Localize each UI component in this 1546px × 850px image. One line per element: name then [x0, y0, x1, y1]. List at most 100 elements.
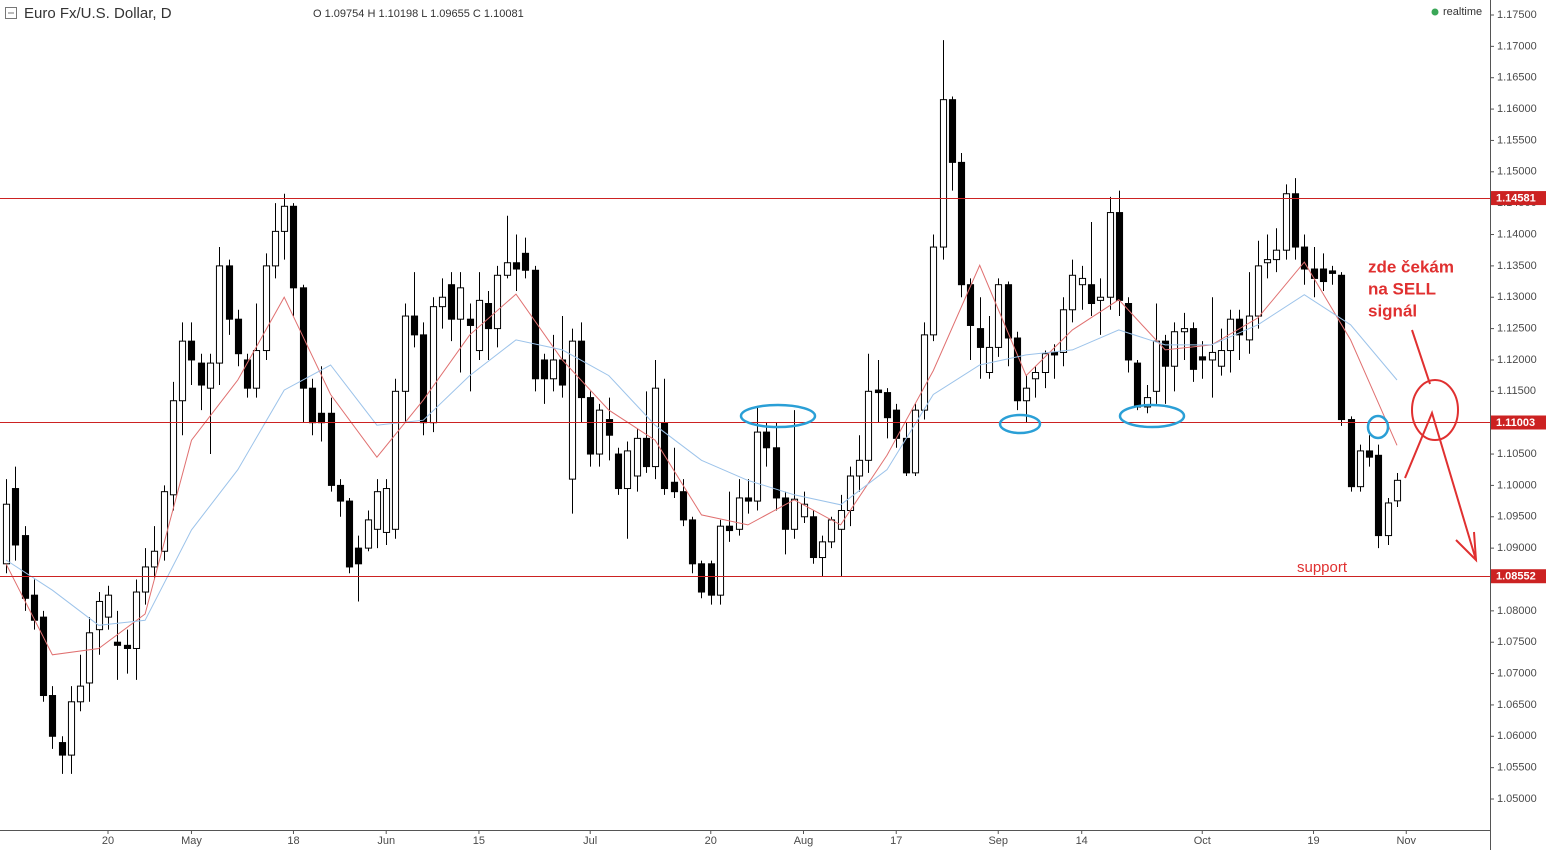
candle-body	[966, 284, 975, 326]
candle-body	[1310, 268, 1319, 279]
candle-body	[549, 359, 558, 380]
y-tick-label: 1.13000	[1497, 291, 1537, 303]
candle-body	[113, 641, 122, 646]
highlight-ellipse	[1366, 414, 1390, 440]
candle-body	[215, 265, 224, 364]
candle-body	[1031, 372, 1040, 380]
note-line: signál	[1368, 301, 1417, 320]
plot-area	[0, 40, 1490, 774]
moving-average-line	[5, 294, 1398, 626]
ohlc-key: L	[421, 8, 427, 20]
candle-body	[1068, 274, 1077, 311]
candle-body	[1263, 259, 1272, 264]
candle-body	[827, 519, 836, 543]
ohlc-key: H	[367, 8, 375, 20]
candle-body	[790, 498, 799, 530]
candle-body	[772, 447, 781, 499]
candle-body	[614, 453, 623, 490]
x-tick-label: Jun	[377, 835, 395, 847]
candle-body	[345, 500, 354, 568]
x-tick-label: Jul	[583, 835, 597, 847]
ohlc-value: 1.09655	[430, 8, 470, 20]
x-tick-label: Oct	[1194, 835, 1211, 847]
level-price-tag	[1491, 569, 1546, 584]
candle-body	[85, 632, 94, 684]
candle-body	[1347, 419, 1356, 488]
highlight-ellipse	[998, 413, 1042, 435]
candle-body	[364, 519, 373, 549]
candle-body	[1161, 340, 1170, 367]
candle-body	[1096, 296, 1105, 301]
candle-body	[169, 400, 178, 496]
candle-body	[141, 566, 150, 593]
y-tick-label: 1.09000	[1497, 542, 1537, 554]
y-tick-label: 1.15000	[1497, 166, 1537, 178]
candle-body	[818, 541, 827, 559]
candle-body	[837, 509, 846, 530]
level-price-label: 1.08552	[1496, 571, 1536, 583]
candle-body	[920, 334, 929, 411]
candle-body	[744, 497, 753, 502]
candle-body	[1013, 337, 1022, 402]
candle-body	[1152, 340, 1161, 392]
chart-title: Euro Fx/U.S. Dollar, D	[24, 5, 172, 22]
x-tick-label: Nov	[1396, 835, 1416, 847]
x-tick-label: Sep	[988, 835, 1008, 847]
axes: 1.17500 1.17000 1.16500 1.16000 1.15500 1.150…	[102, 9, 1546, 847]
candle-body	[985, 346, 994, 374]
candle-body	[1115, 212, 1124, 301]
candle-body	[623, 450, 632, 490]
candle-body	[1337, 274, 1346, 421]
y-tick-label: 1.12000	[1497, 354, 1537, 366]
candle-body	[493, 274, 502, 330]
arrow-head	[1455, 531, 1478, 563]
candle-body	[419, 334, 428, 424]
candle-body	[957, 161, 966, 286]
y-tick-label: 1.10000	[1497, 479, 1537, 491]
candle-body	[1384, 502, 1393, 537]
y-tick-label: 1.05500	[1497, 762, 1537, 774]
candle-body	[976, 328, 985, 348]
candle-body	[206, 362, 215, 389]
candle-body	[401, 315, 410, 392]
candle-body	[735, 497, 744, 530]
x-tick-label: 20	[102, 835, 114, 847]
candle-body	[864, 390, 873, 461]
candle-body	[373, 491, 382, 530]
candle-body	[809, 516, 818, 559]
pointer-line	[1411, 329, 1431, 385]
candle-body	[327, 412, 336, 486]
candle-body	[800, 503, 809, 518]
candle-body	[262, 265, 271, 352]
candle-body	[1022, 387, 1031, 402]
candle-body	[466, 318, 475, 326]
candle-body	[1328, 270, 1337, 274]
candle-body	[447, 284, 456, 320]
x-tick-label: Aug	[794, 835, 814, 847]
candle-body	[902, 437, 911, 474]
candle-body	[939, 99, 948, 248]
support-label: support	[1297, 559, 1348, 576]
y-tick-label: 1.06000	[1497, 730, 1537, 742]
candle-body	[48, 695, 57, 737]
candle-body	[558, 359, 567, 386]
level-price-label: 1.11003	[1496, 417, 1535, 429]
candle-body	[76, 685, 85, 703]
status-dot	[1431, 8, 1439, 16]
candle-body	[586, 397, 595, 455]
candle-body	[688, 519, 697, 565]
candle-body	[512, 262, 521, 270]
candle-body	[58, 742, 67, 756]
candle-body	[429, 306, 438, 424]
candle-body	[642, 437, 651, 468]
candle-body	[160, 491, 169, 552]
ohlc-value: 1.10198	[378, 8, 418, 20]
candle-body	[225, 265, 234, 320]
candle-body	[929, 246, 938, 336]
candle-body	[577, 340, 586, 399]
y-tick-label: 1.17500	[1497, 9, 1537, 21]
ohlc-readout: O 1.09754 H 1.10198 L 1.09655 C 1.10081	[313, 8, 524, 20]
candle-body	[1106, 212, 1115, 298]
candle-body	[1365, 450, 1374, 458]
candle-body	[1393, 479, 1402, 502]
